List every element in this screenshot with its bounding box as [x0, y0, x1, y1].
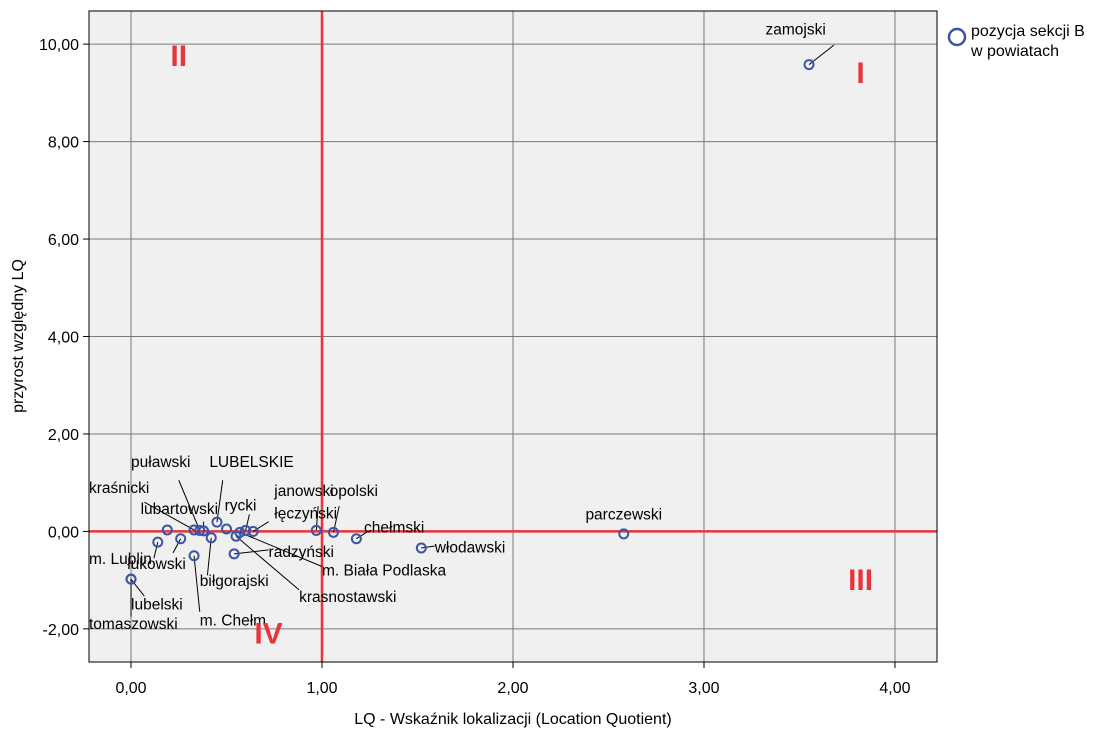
leader-line [172, 538, 182, 554]
data-point [152, 536, 164, 548]
data-point [228, 548, 240, 560]
data-point [198, 525, 210, 537]
point-label: tomaszowski [89, 616, 178, 633]
legend-line-1: pozycja sekcji B [971, 23, 1085, 40]
y-axis-ticks: -2,00 0,00 2,00 4,00 6,00 8,00 10,00 [39, 37, 89, 639]
data-point [350, 533, 362, 545]
y-tick-label: 0,00 [48, 524, 79, 541]
label-leader-lines [130, 44, 835, 617]
x-axis-title: LQ - Wskaźnik lokalizacji (Location Quot… [354, 711, 671, 728]
point-label: m. Biała Podlaska [322, 562, 446, 579]
quadrant-label: I [856, 57, 864, 90]
point-label: chełmski [364, 519, 424, 536]
data-point [618, 528, 630, 540]
leader-line [234, 549, 269, 555]
quadrant-label: IV [254, 617, 282, 650]
point-label: LUBELSKIE [209, 454, 293, 471]
point-labels: zamojski parczewski włodawski chełmski opols… [89, 21, 826, 632]
point-label: parczewski [585, 507, 662, 524]
point-label: krasnostawski [299, 589, 396, 606]
leader-line [252, 521, 269, 532]
point-label: opolski [330, 483, 378, 500]
leader-line [153, 542, 159, 559]
data-point [310, 524, 322, 536]
point-label: włodawski [434, 539, 506, 556]
point-label: łęczyński [274, 506, 337, 523]
data-point [327, 526, 339, 538]
y-tick-label: 8,00 [48, 135, 79, 152]
leader-line [130, 578, 145, 597]
x-tick-label: 2,00 [497, 680, 528, 697]
point-label: lubelski [131, 596, 183, 613]
data-point [247, 525, 259, 537]
data-point [194, 524, 206, 536]
point-label: zamojski [766, 21, 826, 38]
leader-line [144, 501, 195, 531]
point-label: lubartowski [141, 501, 219, 518]
data-point [211, 516, 223, 528]
data-point [125, 573, 137, 585]
y-axis-title: przyrost względny LQ [10, 259, 27, 413]
leader-line [178, 480, 201, 531]
data-point [161, 524, 173, 536]
point-label: puławski [131, 454, 190, 471]
leader-line [421, 545, 435, 549]
legend-marker [947, 27, 967, 47]
x-tick-label: 0,00 [115, 680, 146, 697]
quadrant-label: II [170, 40, 187, 73]
point-label: m. Lublin [89, 551, 152, 568]
y-tick-label: 6,00 [48, 232, 79, 249]
data-point [221, 523, 233, 535]
data-points [125, 59, 815, 585]
point-label: biłgorajski [200, 573, 269, 590]
point-label: łukowski [127, 556, 186, 573]
point-label: radzyński [269, 544, 334, 561]
leader-line [245, 514, 250, 531]
data-point [415, 542, 427, 554]
data-point [230, 530, 242, 542]
point-label: kraśnicki [89, 480, 149, 497]
y-tick-label: 2,00 [48, 427, 79, 444]
leader-line [235, 535, 300, 591]
data-point [803, 59, 815, 71]
data-point [240, 524, 252, 536]
x-tick-label: 3,00 [688, 680, 719, 697]
data-point [205, 532, 217, 544]
leader-line [206, 537, 212, 576]
y-tick-label: 4,00 [48, 330, 79, 347]
data-point [175, 533, 187, 545]
leader-line [239, 531, 323, 567]
point-label: rycki [225, 497, 257, 514]
point-label: m. Chełm [200, 612, 266, 629]
leader-line [356, 530, 369, 540]
legend: pozycja sekcji B w powiatach [947, 23, 1085, 60]
legend-line-2: w powiatach [970, 43, 1059, 60]
leader-line [216, 480, 224, 523]
y-tick-label: 10,00 [39, 37, 79, 54]
quadrant-label: III [848, 564, 873, 597]
leader-line [193, 555, 201, 612]
data-point [188, 550, 200, 562]
x-axis-ticks: 0,00 1,00 2,00 3,00 4,00 [115, 662, 911, 697]
y-tick-label: -2,00 [43, 622, 80, 639]
x-tick-label: 1,00 [306, 680, 337, 697]
point-label: janowski [273, 483, 333, 500]
x-tick-label: 4,00 [879, 680, 910, 697]
